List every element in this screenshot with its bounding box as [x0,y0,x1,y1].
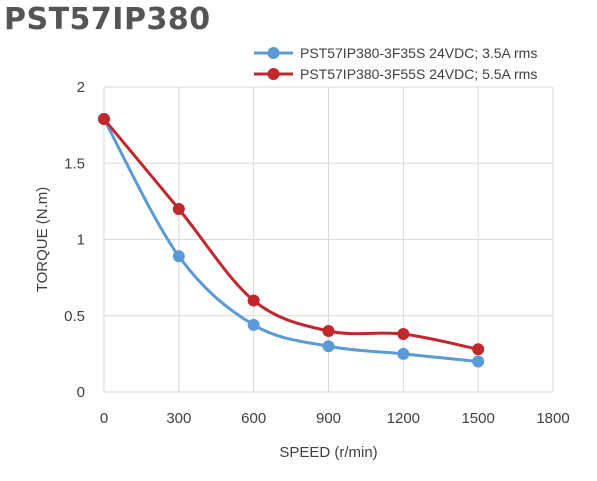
legend: PST57IP380-3F35S 24VDC; 3.5A rms PST57IP3… [254,45,537,82]
y-tick-label: 0 [77,384,85,401]
tick-labels: 0 300 600 900 1200 1500 1800 0 0.5 1 1.5 2 [64,79,570,427]
legend-label-1: PST57IP380-3F35S 24VDC; 3.5A rms [300,45,537,61]
legend-label-2: PST57IP380-3F55S 24VDC; 5.5A rms [300,66,537,82]
y-tick-label: 1.5 [64,155,85,172]
series-line-1 [102,117,480,363]
data-point-1 [322,340,335,353]
legend-marker-1 [267,47,280,59]
x-tick-label: 1500 [461,410,494,427]
y-tick-label: 2 [77,79,85,96]
data-point-1 [172,250,185,263]
data-point-2 [322,325,335,337]
data-point-2 [98,113,110,126]
chart-title: PST57IP380 [4,2,211,37]
legend-marker-2 [267,68,280,80]
data-point-1 [247,318,260,331]
grid [103,86,554,393]
data-point-2 [247,294,260,307]
data-point-1 [397,347,410,360]
x-tick-label: 0 [100,410,108,427]
data-point-2 [172,203,185,215]
x-axis-label: SPEED (r/min) [279,444,377,461]
data-point-2 [397,328,410,341]
x-tick-label: 300 [166,410,191,427]
data-point-1 [472,355,485,368]
y-axis-label: TORQUE (N.m) [34,187,51,293]
x-tick-label: 600 [241,410,266,427]
x-tick-label: 1200 [387,410,420,427]
series-group [98,113,485,368]
x-tick-label: 1800 [536,410,569,427]
y-tick-label: 1 [77,232,85,249]
data-point-2 [472,343,485,356]
series-line-2 [102,117,480,351]
y-tick-label: 0.5 [64,308,85,325]
x-tick-label: 900 [316,410,341,427]
